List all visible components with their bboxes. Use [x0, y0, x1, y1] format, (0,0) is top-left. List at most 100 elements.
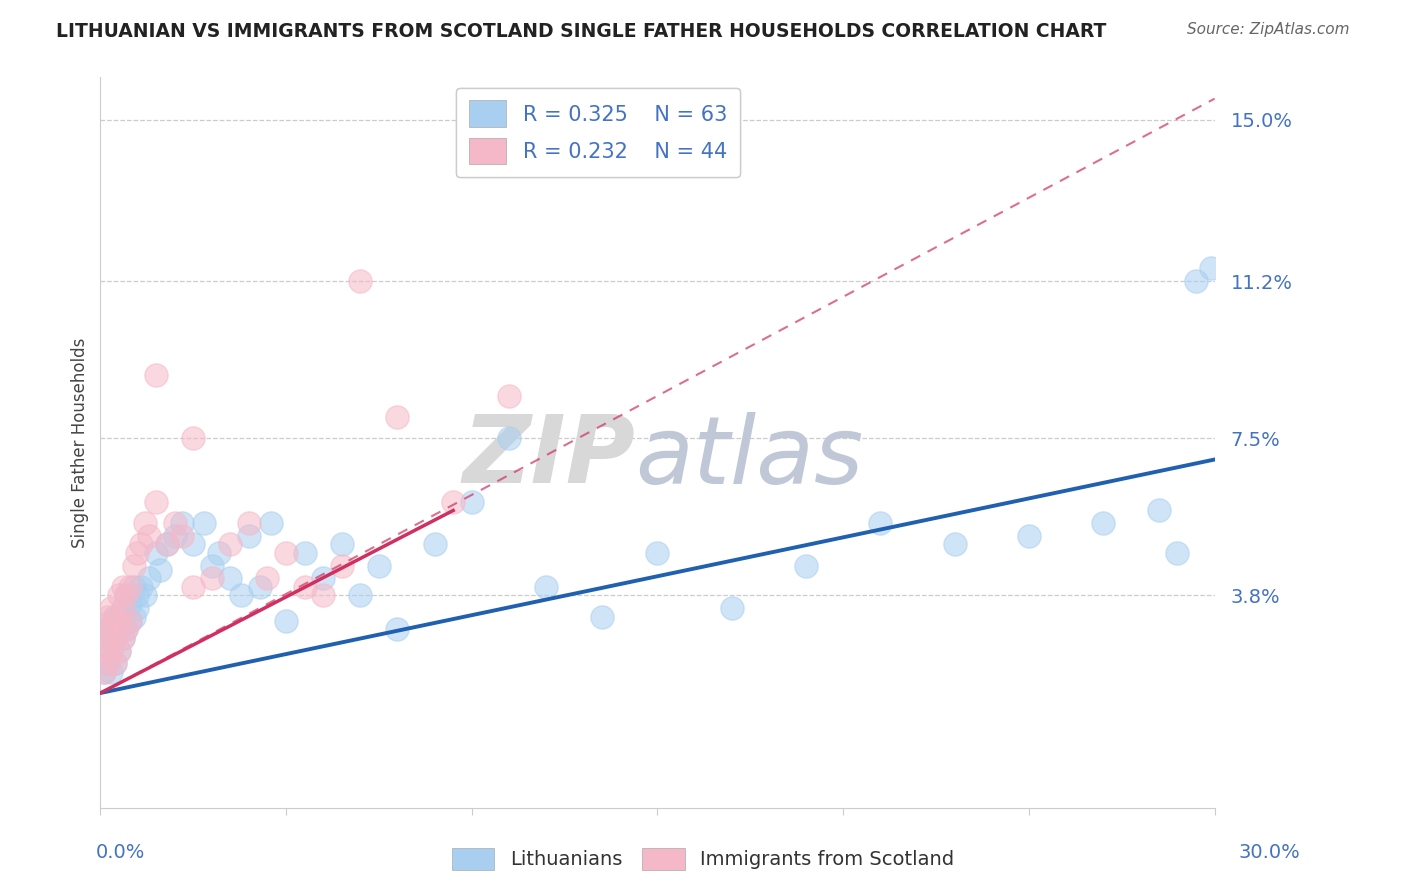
- Point: [201, 571, 224, 585]
- Point: [170, 516, 193, 531]
- Point: [461, 495, 484, 509]
- Text: Source: ZipAtlas.com: Source: ZipAtlas.com: [1187, 22, 1350, 37]
- Point: [104, 609, 127, 624]
- Point: [1092, 516, 1115, 531]
- Point: [1147, 503, 1170, 517]
- Point: [498, 431, 520, 445]
- Point: [231, 588, 253, 602]
- Point: [1018, 529, 1040, 543]
- Point: [647, 546, 669, 560]
- Point: [134, 516, 156, 531]
- Point: [127, 601, 149, 615]
- Point: [181, 431, 204, 445]
- Point: [534, 580, 557, 594]
- Point: [134, 588, 156, 602]
- Point: [100, 623, 122, 637]
- Point: [120, 614, 142, 628]
- Point: [127, 588, 149, 602]
- Point: [181, 537, 204, 551]
- Point: [591, 609, 613, 624]
- Point: [943, 537, 966, 551]
- Point: [108, 623, 131, 637]
- Point: [104, 631, 127, 645]
- Point: [100, 665, 122, 679]
- Point: [111, 631, 134, 645]
- Point: [97, 623, 120, 637]
- Point: [201, 558, 224, 573]
- Point: [156, 537, 179, 551]
- Point: [367, 558, 389, 573]
- Point: [93, 665, 115, 679]
- Text: atlas: atlas: [636, 411, 863, 502]
- Point: [330, 537, 353, 551]
- Y-axis label: Single Father Households: Single Father Households: [72, 337, 89, 548]
- Point: [93, 665, 115, 679]
- Point: [219, 571, 242, 585]
- Point: [115, 623, 138, 637]
- Point: [108, 643, 131, 657]
- Point: [720, 601, 742, 615]
- Text: 0.0%: 0.0%: [96, 843, 145, 862]
- Point: [794, 558, 817, 573]
- Point: [104, 631, 127, 645]
- Point: [1185, 274, 1208, 288]
- Point: [120, 597, 142, 611]
- Point: [93, 643, 115, 657]
- Point: [294, 546, 316, 560]
- Point: [294, 580, 316, 594]
- Point: [441, 495, 464, 509]
- Point: [111, 601, 134, 615]
- Point: [115, 588, 138, 602]
- Point: [104, 657, 127, 671]
- Point: [149, 563, 172, 577]
- Point: [163, 516, 186, 531]
- Point: [122, 558, 145, 573]
- Point: [349, 274, 371, 288]
- Text: ZIP: ZIP: [463, 411, 636, 503]
- Point: [108, 588, 131, 602]
- Point: [100, 643, 122, 657]
- Point: [97, 657, 120, 671]
- Point: [97, 631, 120, 645]
- Point: [129, 537, 152, 551]
- Point: [108, 643, 131, 657]
- Point: [120, 580, 142, 594]
- Point: [145, 495, 167, 509]
- Point: [138, 529, 160, 543]
- Text: LITHUANIAN VS IMMIGRANTS FROM SCOTLAND SINGLE FATHER HOUSEHOLDS CORRELATION CHAR: LITHUANIAN VS IMMIGRANTS FROM SCOTLAND S…: [56, 22, 1107, 41]
- Point: [387, 623, 409, 637]
- Point: [181, 580, 204, 594]
- Point: [111, 601, 134, 615]
- Point: [145, 546, 167, 560]
- Point: [256, 571, 278, 585]
- Point: [111, 631, 134, 645]
- Point: [219, 537, 242, 551]
- Point: [238, 529, 260, 543]
- Point: [111, 580, 134, 594]
- Point: [122, 609, 145, 624]
- Legend: Lithuanians, Immigrants from Scotland: Lithuanians, Immigrants from Scotland: [444, 839, 962, 878]
- Point: [108, 614, 131, 628]
- Point: [115, 588, 138, 602]
- Point: [100, 643, 122, 657]
- Text: 30.0%: 30.0%: [1239, 843, 1301, 862]
- Legend: R = 0.325    N = 63, R = 0.232    N = 44: R = 0.325 N = 63, R = 0.232 N = 44: [456, 87, 740, 177]
- Point: [97, 609, 120, 624]
- Point: [312, 571, 335, 585]
- Point: [238, 516, 260, 531]
- Point: [330, 558, 353, 573]
- Point: [869, 516, 891, 531]
- Point: [387, 410, 409, 425]
- Point: [104, 609, 127, 624]
- Point: [349, 588, 371, 602]
- Point: [93, 643, 115, 657]
- Point: [127, 546, 149, 560]
- Point: [156, 537, 179, 551]
- Point: [100, 614, 122, 628]
- Point: [170, 529, 193, 543]
- Point: [120, 614, 142, 628]
- Point: [274, 614, 297, 628]
- Point: [100, 601, 122, 615]
- Point: [260, 516, 283, 531]
- Point: [1199, 261, 1222, 276]
